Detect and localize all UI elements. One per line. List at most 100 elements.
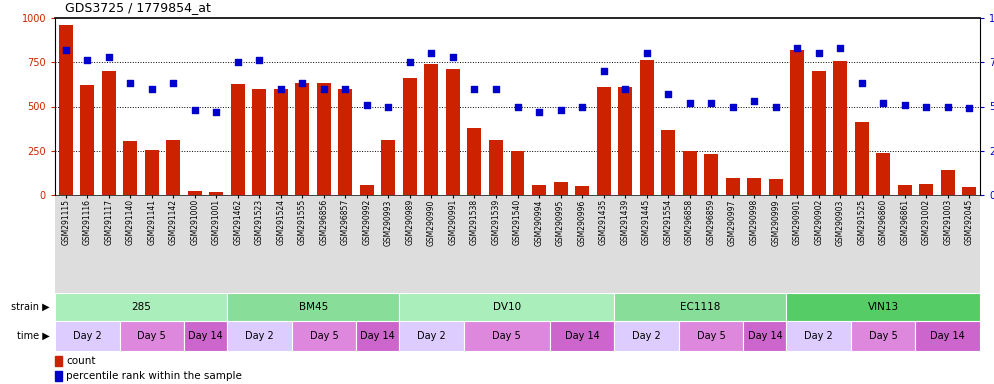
- Point: [789, 45, 805, 51]
- Point: [767, 103, 783, 109]
- Point: [466, 86, 482, 92]
- Bar: [467, 128, 481, 195]
- Point: [939, 103, 955, 109]
- Text: Day 5: Day 5: [869, 331, 898, 341]
- Bar: [683, 151, 697, 195]
- Bar: [188, 190, 202, 195]
- Bar: [446, 70, 460, 195]
- Point: [531, 109, 547, 115]
- Point: [337, 86, 353, 92]
- Bar: [744, 321, 786, 351]
- Bar: [59, 25, 73, 195]
- Bar: [532, 185, 546, 195]
- Point: [100, 54, 116, 60]
- Bar: [360, 185, 374, 195]
- Point: [488, 86, 504, 92]
- Text: Day 14: Day 14: [188, 331, 223, 341]
- Text: Day 5: Day 5: [309, 331, 338, 341]
- Bar: [252, 89, 266, 195]
- Point: [897, 102, 912, 108]
- Text: BM45: BM45: [298, 302, 328, 312]
- Bar: [295, 83, 309, 195]
- Point: [122, 80, 138, 86]
- Bar: [400, 321, 464, 351]
- Text: strain ▶: strain ▶: [11, 302, 50, 312]
- Text: Day 2: Day 2: [245, 331, 273, 341]
- Bar: [855, 122, 869, 195]
- Text: Day 2: Day 2: [417, 331, 446, 341]
- Point: [961, 105, 977, 111]
- Bar: [55, 321, 119, 351]
- Bar: [812, 71, 826, 195]
- Bar: [123, 141, 137, 195]
- Point: [273, 86, 289, 92]
- Bar: [919, 184, 933, 195]
- Bar: [317, 83, 331, 195]
- Point: [445, 54, 461, 60]
- Point: [381, 103, 397, 109]
- Bar: [618, 87, 632, 195]
- Text: Day 14: Day 14: [930, 331, 965, 341]
- Point: [725, 103, 741, 109]
- Point: [316, 86, 332, 92]
- Bar: [661, 129, 675, 195]
- Text: Day 14: Day 14: [565, 331, 599, 341]
- Point: [423, 50, 439, 56]
- Bar: [231, 84, 245, 195]
- Bar: [786, 321, 851, 351]
- Bar: [962, 187, 976, 195]
- Point: [230, 59, 246, 65]
- Text: Day 5: Day 5: [492, 331, 521, 341]
- Point: [660, 91, 676, 97]
- Bar: [833, 61, 847, 195]
- Point: [209, 109, 225, 115]
- Text: Day 2: Day 2: [804, 331, 833, 341]
- Bar: [145, 150, 159, 195]
- Bar: [55, 293, 227, 321]
- Bar: [614, 321, 679, 351]
- Text: 285: 285: [131, 302, 151, 312]
- Point: [359, 102, 375, 108]
- Bar: [227, 293, 400, 321]
- Bar: [786, 293, 980, 321]
- Bar: [81, 85, 94, 195]
- Bar: [382, 140, 396, 195]
- Bar: [747, 178, 761, 195]
- Point: [553, 107, 569, 113]
- Point: [854, 80, 870, 86]
- Bar: [639, 61, 654, 195]
- Point: [682, 100, 698, 106]
- Text: DV10: DV10: [493, 302, 521, 312]
- Bar: [898, 185, 911, 195]
- Bar: [876, 153, 891, 195]
- Bar: [596, 87, 610, 195]
- Bar: [356, 321, 400, 351]
- Point: [595, 68, 611, 74]
- Bar: [576, 186, 589, 195]
- Text: Day 14: Day 14: [360, 331, 395, 341]
- Point: [746, 98, 762, 104]
- Bar: [726, 178, 740, 195]
- Text: VIN13: VIN13: [868, 302, 899, 312]
- Bar: [55, 356, 63, 366]
- Bar: [227, 321, 291, 351]
- Point: [80, 58, 95, 64]
- Bar: [768, 179, 782, 195]
- Point: [918, 103, 934, 109]
- Bar: [291, 321, 356, 351]
- Bar: [424, 64, 438, 195]
- Point: [294, 80, 310, 86]
- Bar: [338, 89, 353, 195]
- Point: [832, 45, 848, 51]
- Point: [58, 47, 74, 53]
- Bar: [101, 71, 115, 195]
- Bar: [915, 321, 980, 351]
- Point: [617, 86, 633, 92]
- Bar: [184, 321, 227, 351]
- Text: Day 14: Day 14: [747, 331, 782, 341]
- Text: Day 5: Day 5: [137, 331, 166, 341]
- Point: [811, 50, 827, 56]
- Bar: [210, 192, 224, 195]
- Bar: [464, 321, 550, 351]
- Bar: [704, 154, 718, 195]
